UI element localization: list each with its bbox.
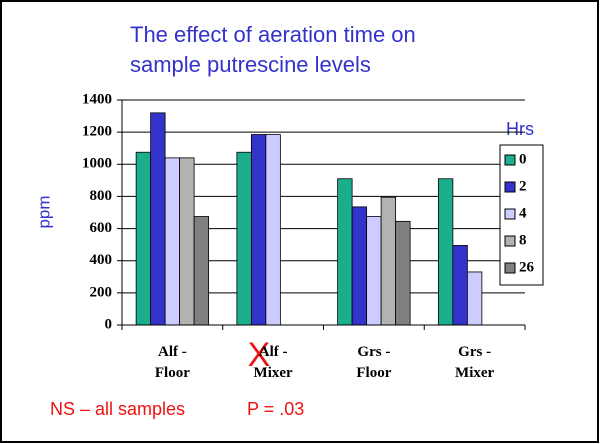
legend-label: 4	[519, 205, 527, 221]
bar	[380, 196, 397, 326]
legend-swatch	[504, 154, 516, 166]
legend-label: 0	[519, 151, 527, 167]
bar	[164, 157, 181, 326]
y-tick-label: 800	[90, 188, 113, 204]
y-tick-label: 400	[90, 252, 113, 268]
y-tick-label: 1200	[82, 124, 112, 140]
y-tick-label: 200	[90, 284, 113, 300]
legend-label: 2	[519, 178, 527, 194]
bar	[150, 112, 166, 326]
legend-swatch	[504, 262, 516, 274]
x-tick-label: Grs - Mixer	[455, 344, 495, 381]
bar	[351, 206, 368, 326]
y-tick-label: 600	[90, 220, 113, 236]
bar	[366, 216, 382, 326]
legend-title: Hrs	[506, 119, 534, 139]
bar	[193, 216, 210, 326]
legend-label: 26	[519, 259, 535, 275]
legend-swatch	[504, 181, 516, 193]
annotation-mark: X	[248, 336, 271, 374]
bar	[250, 134, 267, 326]
annotation: P = .03	[247, 399, 304, 419]
bar	[265, 134, 281, 326]
legend-label: 8	[519, 232, 527, 248]
legend-swatch	[504, 208, 516, 220]
legend-swatch	[504, 235, 516, 247]
x-tick-label: Alf - Floor	[154, 344, 190, 381]
bar	[452, 245, 468, 326]
y-tick-label: 1400	[82, 91, 112, 107]
bar	[466, 271, 483, 326]
bar	[337, 178, 353, 326]
bar	[395, 220, 411, 326]
annotation: NS – all samples	[50, 399, 185, 419]
chart-title: The effect of aeration time on sample pu…	[130, 22, 416, 77]
x-tick-label: Alf - Mixer	[253, 344, 293, 381]
bar	[179, 157, 195, 326]
bar	[236, 151, 252, 326]
y-tick-label: 1000	[82, 156, 112, 172]
y-axis-label: ppm	[34, 195, 53, 228]
x-tick-label: Grs - Floor	[356, 344, 392, 381]
bar	[135, 151, 152, 326]
y-tick-label: 0	[105, 316, 113, 332]
bar	[437, 178, 454, 326]
